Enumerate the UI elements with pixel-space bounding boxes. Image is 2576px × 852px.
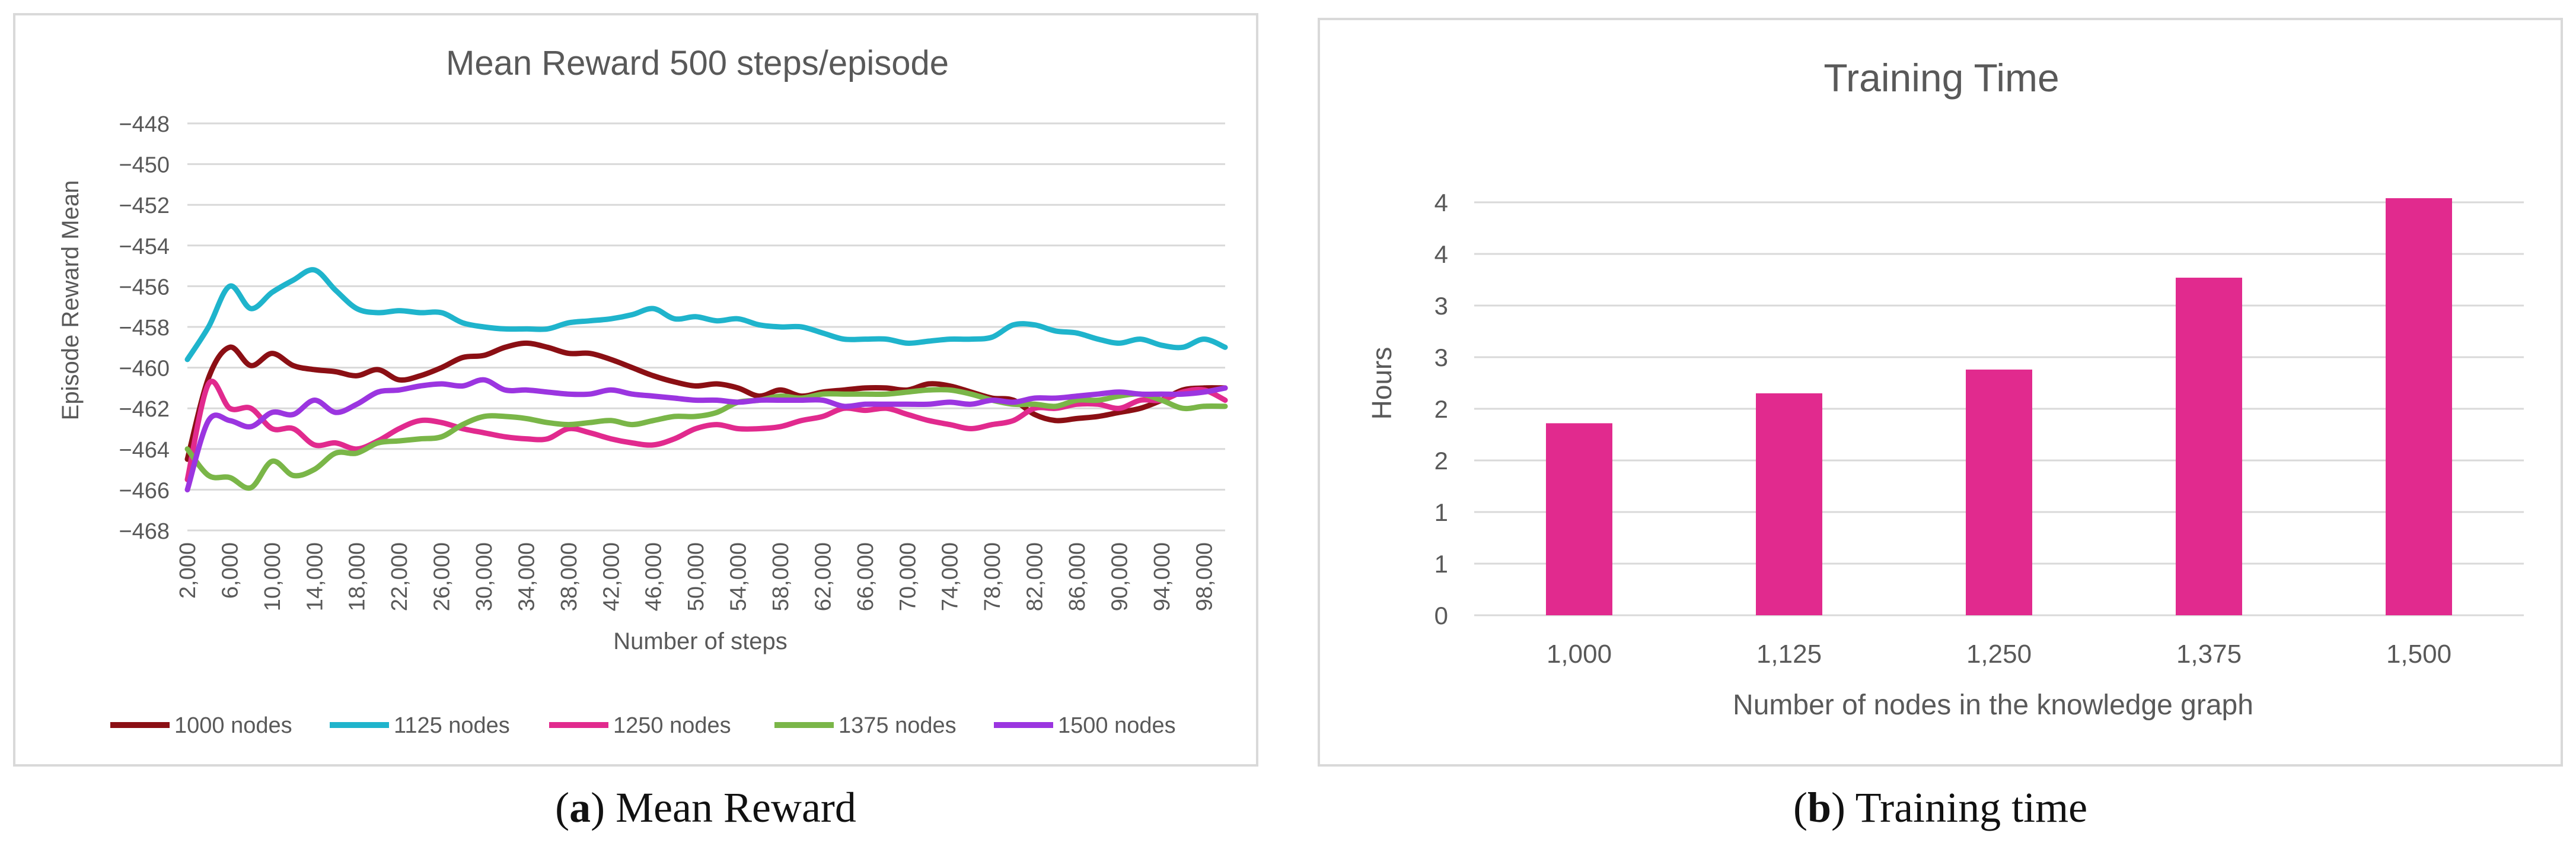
y-tick-label: −452	[119, 193, 170, 218]
legend-label: 1250 nodes	[613, 713, 731, 738]
x-tick-label: 1,500	[2386, 640, 2451, 669]
y-tick-label: −460	[119, 357, 170, 382]
y-axis-label: Hours	[1366, 347, 1397, 420]
x-axis-label: Number of nodes in the knowledge graph	[1733, 689, 2253, 721]
x-tick-label: 38,000	[557, 542, 582, 611]
x-tick-label: 90,000	[1107, 542, 1132, 611]
caption-a-tag: a	[569, 784, 591, 831]
y-axis-label: Episode Reward Mean	[58, 180, 84, 421]
caption-b: (b) Training time	[1793, 784, 2088, 831]
legend-item: 1000 nodes	[110, 713, 292, 738]
legend-label: 1500 nodes	[1058, 713, 1176, 738]
y-tick-label: −454	[119, 234, 170, 259]
legend-label: 1000 nodes	[174, 713, 292, 738]
x-tick-label: 34,000	[514, 542, 539, 611]
chart-title: Mean Reward 500 steps/episode	[446, 44, 949, 82]
x-tick-label: 82,000	[1023, 542, 1048, 611]
y-tick-label: 3	[1434, 344, 1448, 371]
bar	[2386, 198, 2452, 615]
y-tick-label: −464	[119, 438, 170, 463]
bar	[1756, 393, 1822, 615]
y-tick-label: −450	[119, 153, 170, 178]
y-tick-label: −462	[119, 397, 170, 422]
x-tick-label: 70,000	[895, 542, 920, 611]
x-tick-label: 62,000	[811, 542, 836, 611]
x-tick-label: 30,000	[472, 542, 497, 611]
x-axis-label: Number of steps	[613, 628, 787, 654]
x-tick-label: 94,000	[1150, 542, 1175, 611]
x-tick-label: 58,000	[769, 542, 793, 611]
x-tick-label: 6,000	[218, 542, 243, 599]
mean-reward-chart-panel: Mean Reward 500 steps/episode −448 −450 −4…	[13, 13, 1258, 767]
legend-item: 1375 nodes	[774, 713, 957, 738]
caption-a-text: Mean Reward	[605, 784, 856, 831]
x-tick-label: 22,000	[387, 542, 412, 611]
y-tick-label: −448	[119, 112, 170, 137]
y-tick-label: 0	[1434, 602, 1448, 630]
legend-item: 1125 nodes	[330, 713, 510, 738]
x-tick-label: 66,000	[853, 542, 878, 611]
y-tick-label: 3	[1434, 292, 1448, 320]
x-tick-label: 42,000	[599, 542, 624, 611]
y-tick-label: 2	[1434, 395, 1448, 423]
x-tick-label: 26,000	[430, 542, 455, 611]
x-tick-label: 1,250	[1966, 640, 2032, 669]
legend-item: 1250 nodes	[549, 713, 731, 738]
caption-b-tag: b	[1807, 784, 1831, 831]
series-line-1375-nodes	[184, 387, 1228, 491]
series-line-1000-nodes	[184, 340, 1228, 462]
caption-a: (a) Mean Reward	[555, 784, 856, 831]
x-tick-label: 46,000	[642, 542, 667, 611]
x-tick-label: 54,000	[726, 542, 751, 611]
x-tick-label: 86,000	[1065, 542, 1090, 611]
x-tick-label: 2,000	[176, 542, 200, 599]
x-tick-label: 74,000	[938, 542, 963, 611]
x-tick-label: 78,000	[980, 542, 1005, 611]
x-tick-label: 10,000	[260, 542, 285, 611]
x-tick-label: 98,000	[1192, 542, 1217, 611]
x-tick-label: 1,125	[1756, 640, 1822, 669]
y-tick-label: 4	[1434, 189, 1448, 217]
x-tick-label: 14,000	[302, 542, 327, 611]
caption-b-text: Training time	[1845, 784, 2088, 831]
training-time-chart: Training Time 0 1 1 2 2 3 3 4 4 1,000 1,125 1,250 1…	[1366, 56, 2524, 721]
legend-label: 1375 nodes	[839, 713, 957, 738]
mean-reward-chart: Mean Reward 500 steps/episode −448 −450 −4…	[58, 44, 1228, 738]
training-time-chart-panel: Training Time 0 1 1 2 2 3 3 4 4 1,000 1,125 1,250 1…	[1318, 18, 2563, 767]
x-tick-label: 50,000	[684, 542, 709, 611]
y-tick-label: −456	[119, 275, 170, 300]
chart-title: Training Time	[1823, 56, 2059, 100]
y-tick-label: −466	[119, 478, 170, 503]
y-tick-label: −458	[119, 316, 170, 341]
y-tick-label: 1	[1434, 498, 1448, 526]
x-tick-label: 1,000	[1547, 640, 1612, 669]
y-tick-label: 2	[1434, 447, 1448, 475]
bar	[2176, 278, 2242, 615]
series-line-1125-nodes	[184, 267, 1228, 363]
y-tick-label: 4	[1434, 240, 1448, 268]
bar	[1966, 369, 2032, 615]
x-tick-label: 1,375	[2176, 640, 2242, 669]
y-tick-label: 1	[1434, 550, 1448, 578]
series-line-1500-nodes	[184, 377, 1228, 492]
y-tick-label: −468	[119, 519, 170, 544]
legend-label: 1125 nodes	[394, 713, 510, 738]
legend-item: 1500 nodes	[994, 713, 1176, 738]
x-tick-label: 18,000	[345, 542, 370, 611]
bar	[1546, 423, 1612, 615]
